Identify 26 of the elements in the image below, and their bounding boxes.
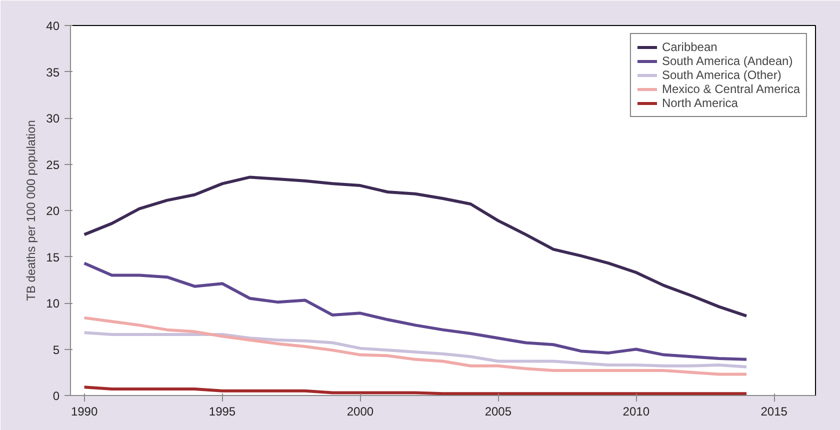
x-tick-label: 2015 (760, 404, 788, 418)
x-tick-label: 1995 (208, 404, 236, 418)
line-series (82, 386, 748, 396)
x-tick-label: 2000 (346, 404, 374, 418)
y-tick-label: 10 (46, 296, 60, 310)
y-tick-label: 25 (46, 158, 60, 172)
x-tick-label: 2010 (622, 404, 650, 418)
y-axis-title: TB deaths per 100 000 population (24, 120, 38, 301)
legend-label: Caribbean (662, 40, 718, 54)
y-tick-label: 30 (46, 112, 60, 126)
legend-label: Mexico & Central America (662, 82, 800, 96)
y-tick-label: 20 (46, 204, 60, 218)
line-series (82, 176, 748, 318)
line-series (82, 316, 748, 376)
legend-label: North America (662, 96, 738, 110)
y-tick-label: 0 (52, 389, 60, 403)
y-tick-label: 15 (46, 250, 60, 264)
line-series (82, 262, 748, 361)
y-tick-label: 40 (46, 19, 60, 33)
x-tick-label: 1990 (70, 404, 98, 418)
line-series (82, 331, 748, 368)
legend-label: South America (Other) (662, 68, 782, 82)
legend-label: South America (Andean) (662, 54, 793, 68)
y-tick-label: 5 (52, 342, 60, 357)
y-tick-label: 35 (46, 65, 60, 80)
x-tick-label: 2005 (484, 404, 512, 418)
